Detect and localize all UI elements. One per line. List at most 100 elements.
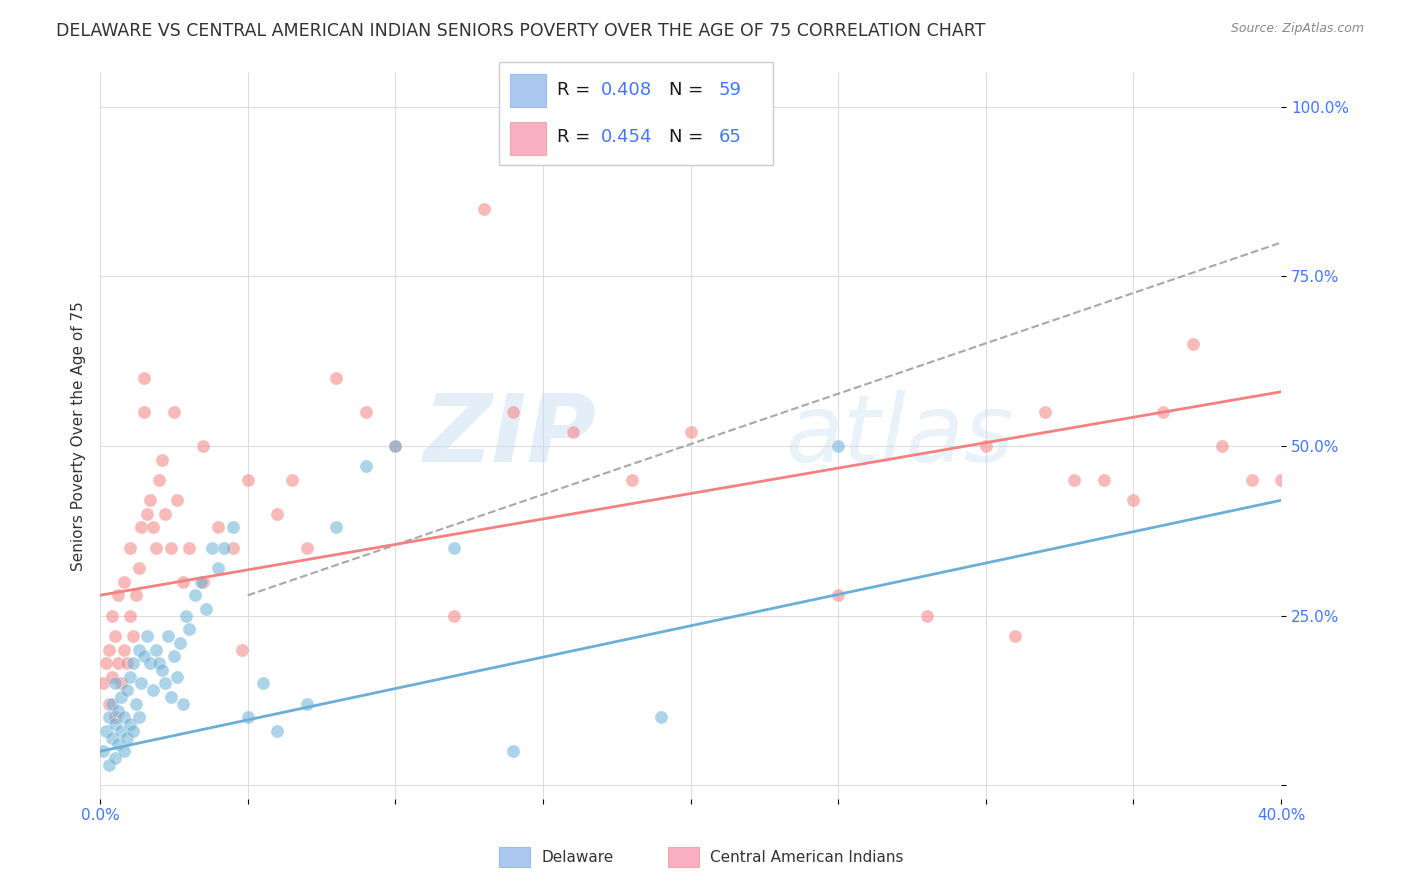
Point xyxy=(128,561,150,575)
Point xyxy=(128,710,150,724)
Point xyxy=(915,608,938,623)
Point xyxy=(136,629,159,643)
Point xyxy=(139,656,162,670)
Point xyxy=(150,452,173,467)
Text: N =: N = xyxy=(669,81,709,99)
Point xyxy=(281,473,304,487)
Point xyxy=(160,541,183,555)
Point xyxy=(134,649,156,664)
Point xyxy=(98,757,121,772)
Point xyxy=(157,629,180,643)
Point xyxy=(107,704,129,718)
Point xyxy=(1181,337,1204,351)
Point xyxy=(266,507,288,521)
Point xyxy=(142,683,165,698)
Point xyxy=(145,642,167,657)
Point xyxy=(177,541,200,555)
Point xyxy=(110,676,132,690)
Point xyxy=(118,670,141,684)
Bar xyxy=(510,122,546,155)
Point xyxy=(974,439,997,453)
Point xyxy=(443,541,465,555)
Point xyxy=(145,541,167,555)
Point xyxy=(160,690,183,704)
Point xyxy=(142,520,165,534)
Point xyxy=(166,670,188,684)
Point xyxy=(236,473,259,487)
Point xyxy=(384,439,406,453)
Point xyxy=(110,690,132,704)
Point xyxy=(104,751,127,765)
FancyBboxPatch shape xyxy=(499,62,773,165)
Point xyxy=(115,656,138,670)
Point xyxy=(91,744,114,758)
Point xyxy=(131,676,153,690)
Point xyxy=(98,642,121,657)
Point xyxy=(101,670,124,684)
Y-axis label: Seniors Poverty Over the Age of 75: Seniors Poverty Over the Age of 75 xyxy=(72,301,86,571)
Point xyxy=(502,405,524,419)
Point xyxy=(443,608,465,623)
Point xyxy=(222,541,245,555)
Point xyxy=(118,717,141,731)
Point xyxy=(101,731,124,745)
Point xyxy=(1240,473,1263,487)
Point xyxy=(107,656,129,670)
Point xyxy=(101,608,124,623)
Point xyxy=(472,202,495,216)
Point xyxy=(193,439,215,453)
Point xyxy=(1211,439,1233,453)
Point xyxy=(231,642,253,657)
Point xyxy=(124,588,146,602)
Point xyxy=(134,371,156,385)
Point xyxy=(98,710,121,724)
Point xyxy=(295,541,318,555)
Text: R =: R = xyxy=(557,81,596,99)
Text: ZIP: ZIP xyxy=(423,390,596,482)
Point xyxy=(136,507,159,521)
Point xyxy=(177,622,200,636)
Point xyxy=(115,683,138,698)
Point xyxy=(325,371,347,385)
Point xyxy=(121,629,143,643)
Point xyxy=(266,723,288,738)
Point xyxy=(104,676,127,690)
Point xyxy=(118,541,141,555)
Point xyxy=(121,723,143,738)
Point xyxy=(110,723,132,738)
Point xyxy=(193,574,215,589)
Point xyxy=(101,697,124,711)
Text: Central American Indians: Central American Indians xyxy=(710,850,904,864)
Point xyxy=(112,574,135,589)
Point xyxy=(94,656,117,670)
Text: 65: 65 xyxy=(718,128,741,146)
Point xyxy=(650,710,672,724)
Text: 59: 59 xyxy=(718,81,741,99)
Point xyxy=(190,574,212,589)
Point xyxy=(1270,473,1292,487)
Point xyxy=(104,629,127,643)
Text: R =: R = xyxy=(557,128,596,146)
Point xyxy=(384,439,406,453)
Point xyxy=(91,676,114,690)
Point xyxy=(502,744,524,758)
Point xyxy=(124,697,146,711)
Point xyxy=(679,425,702,440)
Point xyxy=(620,473,643,487)
Point xyxy=(98,697,121,711)
Point xyxy=(112,710,135,724)
Text: atlas: atlas xyxy=(785,391,1014,482)
Point xyxy=(201,541,224,555)
Text: Source: ZipAtlas.com: Source: ZipAtlas.com xyxy=(1230,22,1364,36)
Point xyxy=(112,744,135,758)
Point xyxy=(134,405,156,419)
Point xyxy=(169,636,191,650)
Point xyxy=(1063,473,1085,487)
Text: 0.408: 0.408 xyxy=(600,81,652,99)
Point xyxy=(148,473,170,487)
Point xyxy=(195,602,218,616)
Text: Delaware: Delaware xyxy=(541,850,613,864)
Point xyxy=(222,520,245,534)
Point xyxy=(207,520,229,534)
Point xyxy=(827,588,849,602)
